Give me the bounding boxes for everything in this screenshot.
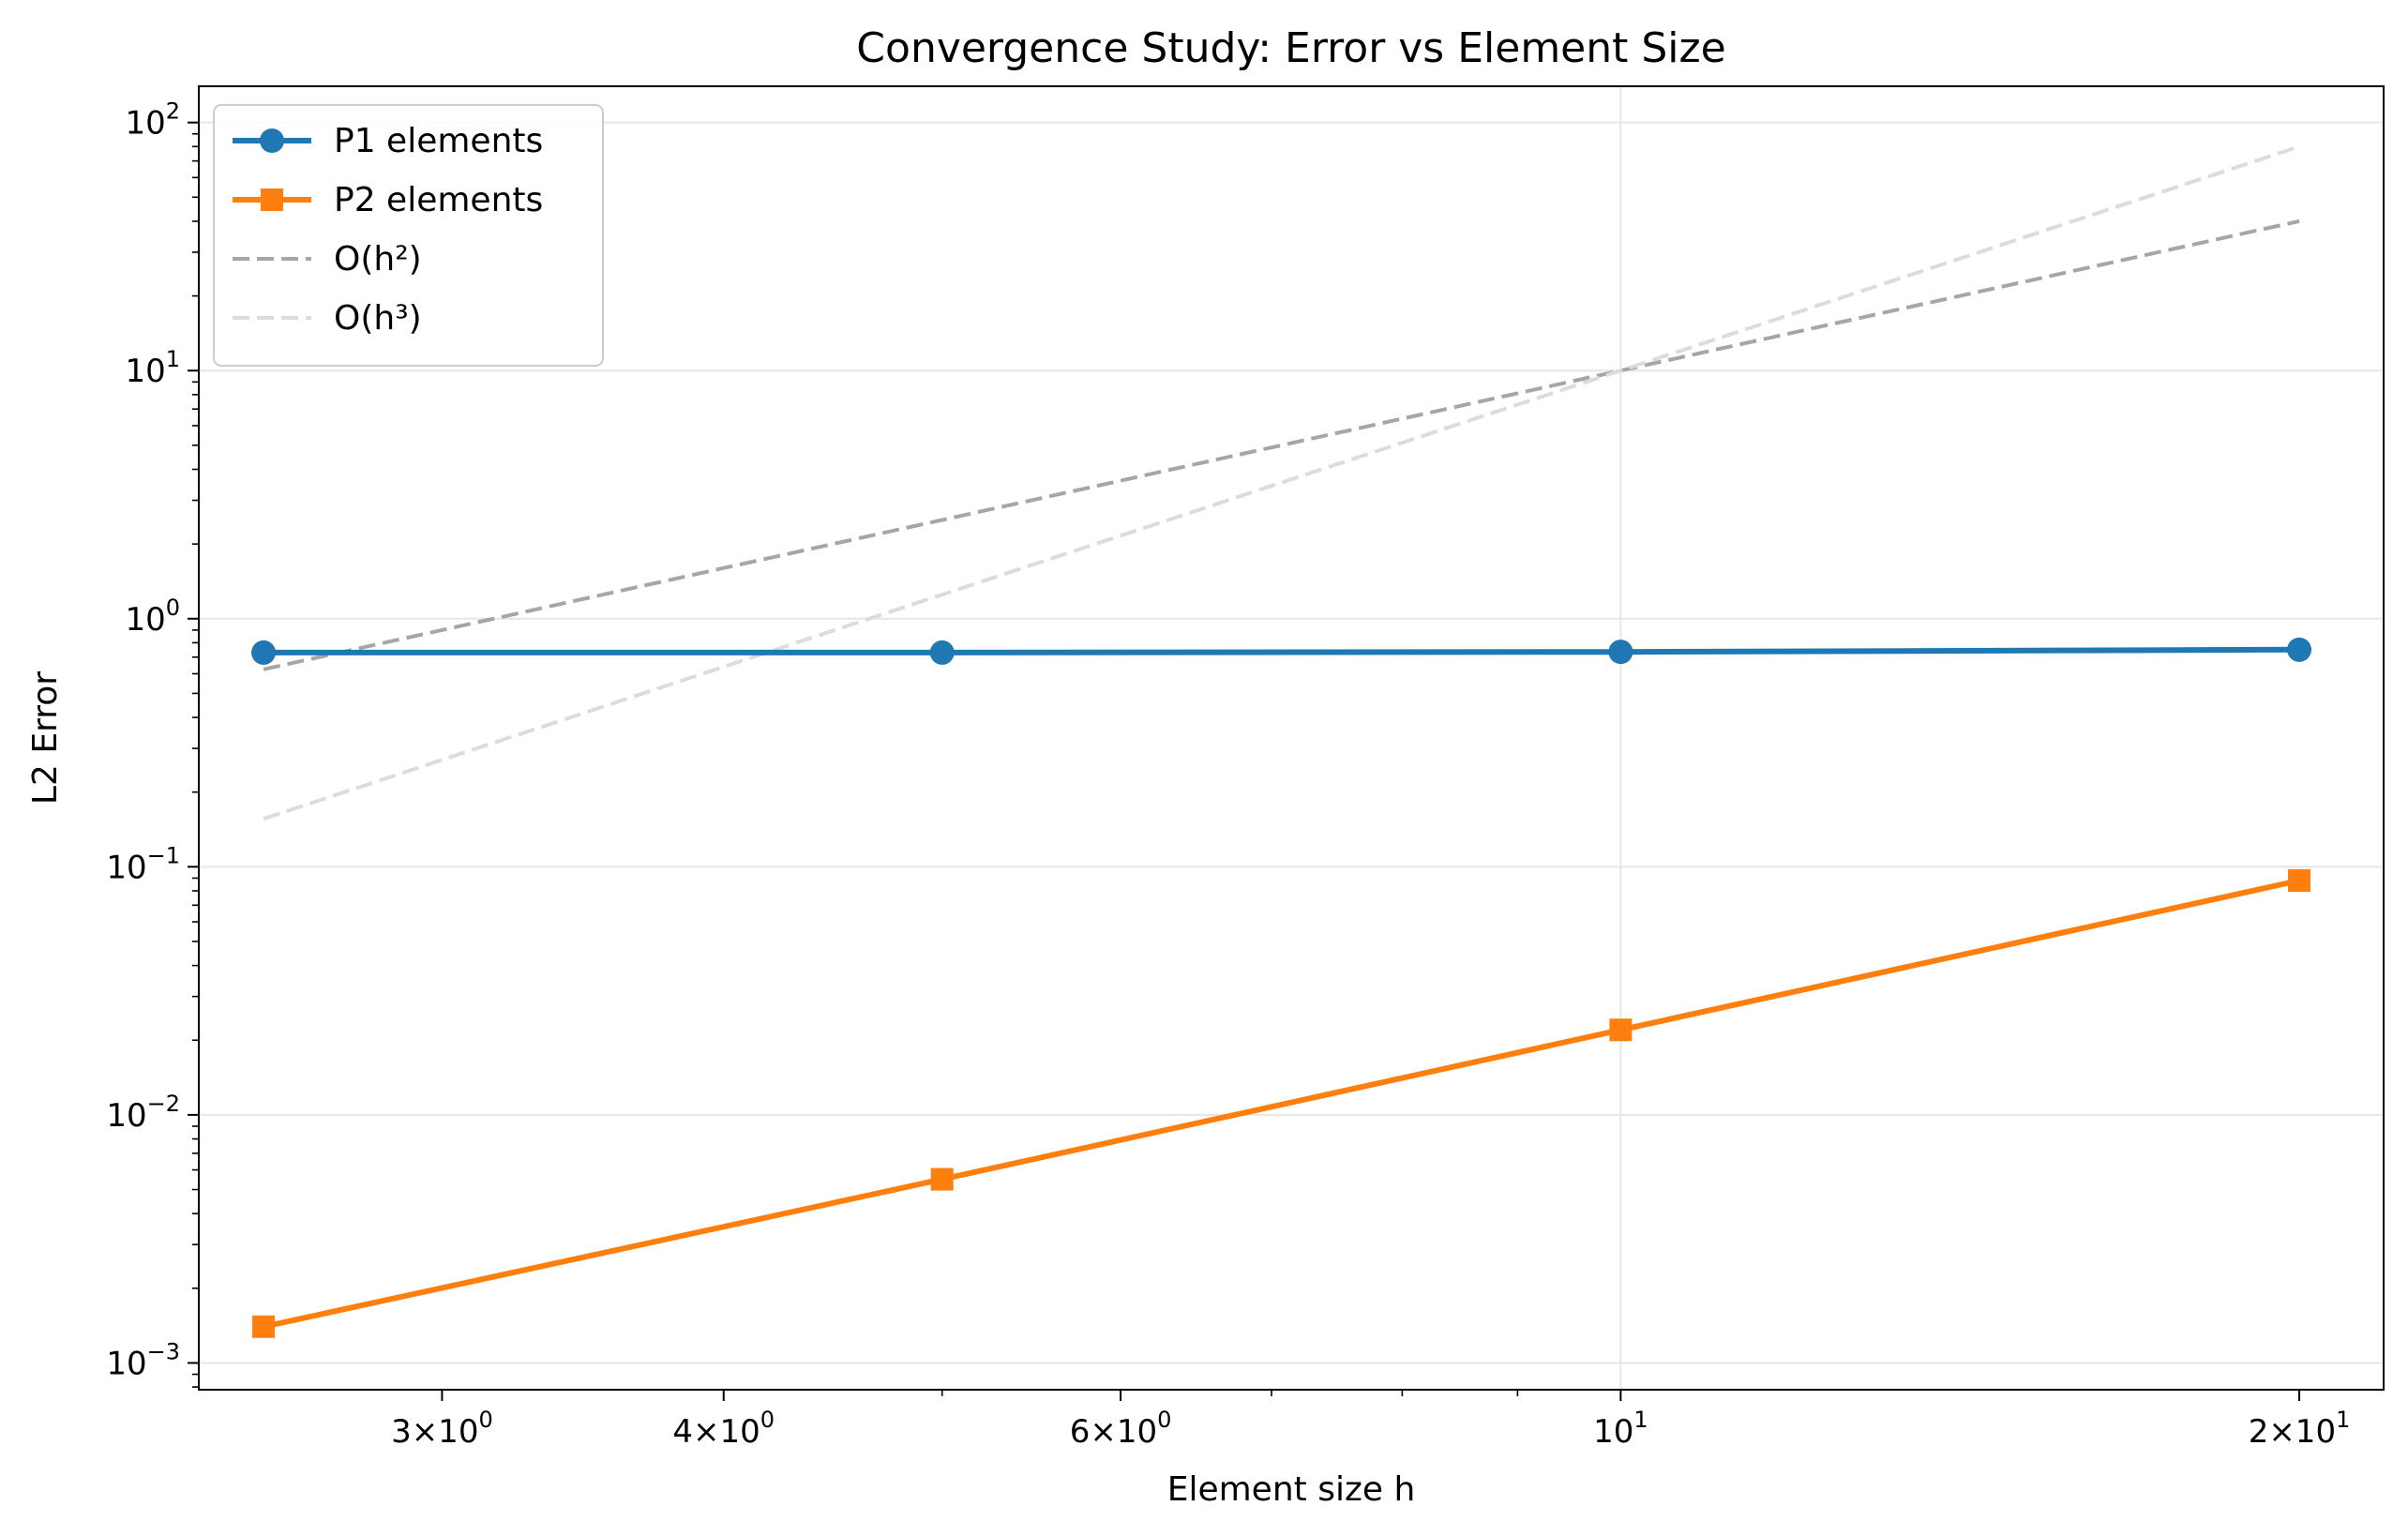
- series-line: [263, 218, 2300, 671]
- data-point: [251, 640, 277, 665]
- legend-label: O(h²): [334, 240, 422, 279]
- data-point: [2287, 637, 2312, 662]
- series-line: [263, 878, 2300, 1330]
- axis-ticks: 10−3 10−2 10−1 100 101 102 3×100 4×100 6×100 101 2…: [106, 98, 2350, 1451]
- x-tick-label: 6×100: [1070, 1407, 1172, 1451]
- y-tick-label: 102: [125, 98, 180, 143]
- x-tick-label: 101: [1593, 1407, 1648, 1451]
- y-tick-label: 100: [125, 595, 180, 639]
- data-point: [1608, 640, 1633, 665]
- chart-title: Convergence Study: Error vs Element Size: [856, 24, 1725, 72]
- legend-label: P2 elements: [334, 181, 543, 219]
- y-tick-label: 10−3: [106, 1338, 180, 1382]
- x-tick-label: 4×100: [672, 1407, 775, 1451]
- series-line: [263, 646, 2300, 655]
- data-point: [930, 1167, 954, 1191]
- legend-label: P1 elements: [334, 122, 543, 160]
- data-point: [252, 1315, 276, 1338]
- x-tick-label: 3×100: [391, 1407, 493, 1451]
- y-axis-label: L2 Error: [26, 671, 65, 805]
- series-line: [263, 144, 2300, 821]
- data-point: [929, 640, 955, 665]
- y-tick-label: 10−1: [106, 842, 180, 886]
- legend: P1 elements P2 elements O(h²) O(h³): [213, 104, 604, 367]
- data-point: [2288, 869, 2311, 893]
- legend-marker: [260, 128, 284, 153]
- data-point: [1609, 1018, 1633, 1042]
- legend-label: O(h³): [334, 299, 422, 338]
- x-tick-label: 2×101: [2249, 1407, 2351, 1451]
- plot-series: [251, 144, 2312, 1338]
- x-axis-label: Element size h: [1167, 1470, 1416, 1509]
- legend-marker: [261, 188, 283, 211]
- y-tick-label: 10−2: [106, 1091, 180, 1135]
- y-tick-label: 101: [125, 346, 180, 390]
- plot-frame: [198, 85, 2385, 1391]
- grid: [199, 86, 2384, 1390]
- legend-box: [213, 104, 604, 367]
